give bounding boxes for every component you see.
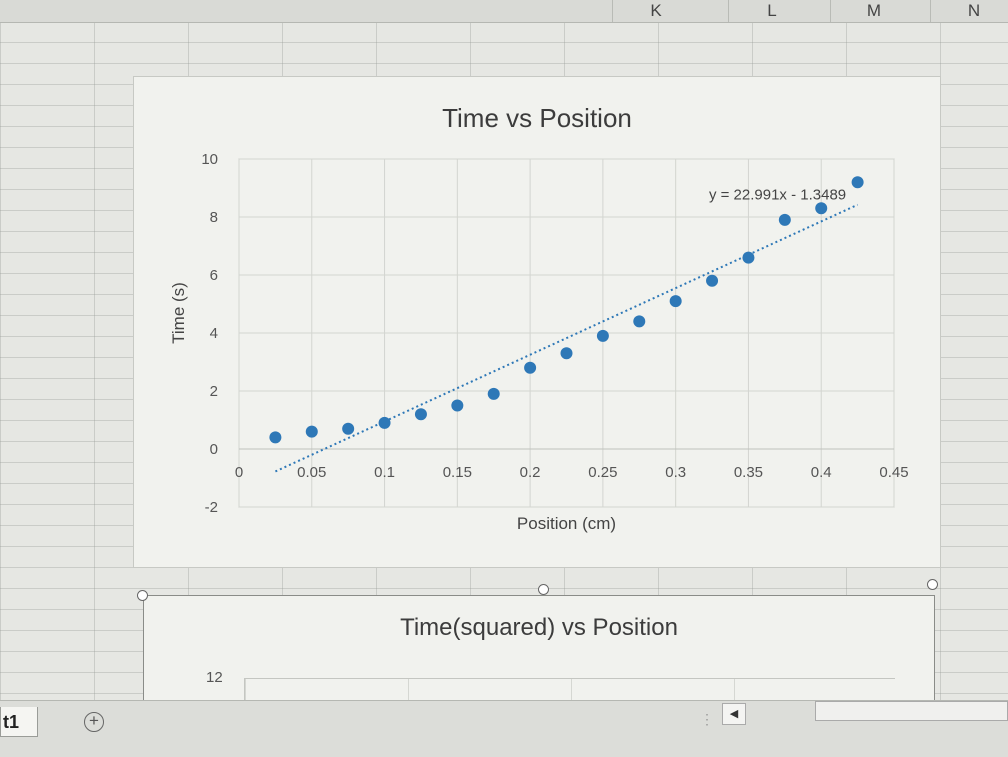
data-point <box>742 251 755 264</box>
x-tick-label: 0.3 <box>665 464 686 481</box>
spreadsheet-grid[interactable]: K L M N Time vs Position 0 0.05 0.1 0.15 0.2… <box>0 0 1008 719</box>
y-tick-label: 4 <box>210 325 218 342</box>
y-tick-label: 12 <box>206 669 223 686</box>
resize-handle-top-center[interactable] <box>538 584 549 595</box>
y-tick-label: 2 <box>210 383 218 400</box>
column-header-bar: K L M N <box>0 0 1008 23</box>
x-tick-label: 0.05 <box>297 464 326 481</box>
y-tick-label: 8 <box>210 209 218 226</box>
data-point <box>487 387 500 400</box>
resize-handle-top-left[interactable] <box>137 590 148 601</box>
data-point <box>560 347 573 360</box>
x-tick-label: 0.1 <box>374 464 395 481</box>
data-point <box>342 422 355 435</box>
column-header-n[interactable]: N <box>930 0 1008 22</box>
horizontal-scrollbar[interactable] <box>815 701 1008 721</box>
data-point <box>269 431 282 444</box>
y-axis-title: Time (s) <box>169 282 188 344</box>
time-vs-position-chart[interactable]: Time vs Position 0 0.05 0.1 0.15 0.2 0.25 0.3 0… <box>133 76 941 568</box>
data-point <box>778 213 791 226</box>
data-point <box>524 361 537 374</box>
y-tick-label: 10 <box>201 151 218 168</box>
y-tick-label: 6 <box>210 267 218 284</box>
data-point <box>851 176 864 189</box>
x-tick-label: 0 <box>235 464 243 481</box>
data-point <box>414 408 427 421</box>
y-tick-label: 0 <box>210 441 218 458</box>
add-sheet-icon[interactable]: + <box>84 712 104 732</box>
tab-split-handle-icon[interactable]: ⋮ <box>700 711 715 727</box>
data-point <box>815 202 828 215</box>
trendline-equation: y = 22.991x - 1.3489 <box>709 187 846 204</box>
data-point <box>596 329 609 342</box>
data-point <box>378 416 391 429</box>
column-header-m[interactable]: M <box>830 0 917 22</box>
column-header-l[interactable]: L <box>728 0 815 22</box>
x-tick-label: 0.15 <box>443 464 472 481</box>
data-point <box>451 399 464 412</box>
x-tick-label: 0.35 <box>734 464 763 481</box>
scroll-left-icon[interactable]: ◀ <box>722 703 746 725</box>
resize-handle-top-right[interactable] <box>927 579 938 590</box>
x-axis-title: Position (cm) <box>517 514 616 533</box>
chart-title: Time vs Position <box>442 103 632 133</box>
sheet-tab-bar: t1 + ⋮ ◀ <box>0 700 1008 757</box>
trendline <box>274 203 859 473</box>
time-squared-vs-position-chart[interactable]: Time(squared) vs Position 12 <box>143 595 935 719</box>
scatter-plot: 0 0.05 0.1 0.15 0.2 0.25 0.3 0.35 0.4 0.45 -2 0 2 4 6 8… <box>169 151 909 533</box>
x-tick-label: 0.2 <box>520 464 541 481</box>
data-point <box>669 295 682 308</box>
x-tick-label: 0.4 <box>811 464 832 481</box>
x-tick-label: 0.25 <box>588 464 617 481</box>
data-point <box>706 274 719 287</box>
data-point <box>633 315 646 328</box>
column-header-k[interactable]: K <box>612 0 699 22</box>
sheet-tab[interactable]: t1 <box>0 707 38 737</box>
data-point <box>305 425 318 438</box>
y-tick-label: -2 <box>205 499 218 516</box>
x-tick-label: 0.45 <box>879 464 908 481</box>
chart-title-2: Time(squared) vs Position <box>400 614 678 641</box>
